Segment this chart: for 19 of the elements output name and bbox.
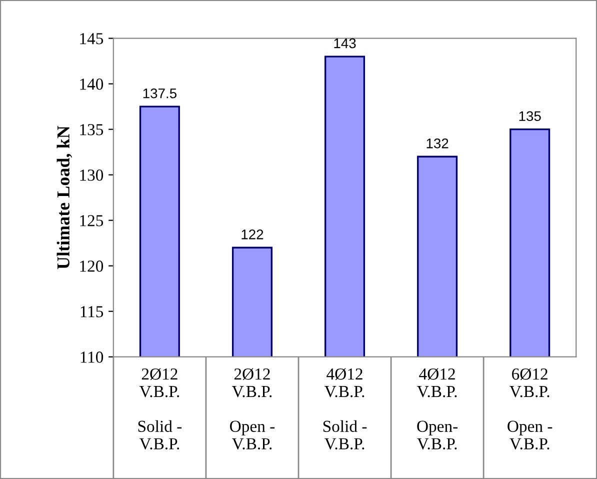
category-label: 2Ø12 V.B.P. Open - V.B.P. [230, 368, 275, 450]
category-label: 4Ø12 V.B.P. Open- V.B.P. [417, 368, 458, 450]
y-tick-label: 125 [80, 215, 104, 226]
data-label: 137.5 [143, 88, 176, 98]
category-label: 2Ø12 V.B.P. Solid - V.B.P. [138, 368, 182, 450]
y-tick-label: 145 [80, 33, 104, 44]
data-label: 132 [426, 138, 448, 148]
y-tick-label: 140 [80, 78, 104, 90]
y-tick-label: 135 [80, 124, 104, 136]
category-label: 6Ø12 V.B.P. Open - V.B.P. [508, 368, 552, 450]
data-label: 122 [242, 230, 264, 240]
y-tick-label: 130 [80, 170, 104, 181]
y-tick-label: 120 [80, 260, 104, 272]
y-tick-label: 115 [80, 306, 104, 318]
data-label: 135 [519, 111, 541, 122]
data-label: 143 [334, 38, 356, 48]
category-label: 4Ø12 V.B.P. Solid - V.B.P. [323, 368, 367, 450]
y-tick-label: 110 [80, 352, 104, 363]
y-axis-title: Ultimate Load, kN [56, 126, 72, 270]
